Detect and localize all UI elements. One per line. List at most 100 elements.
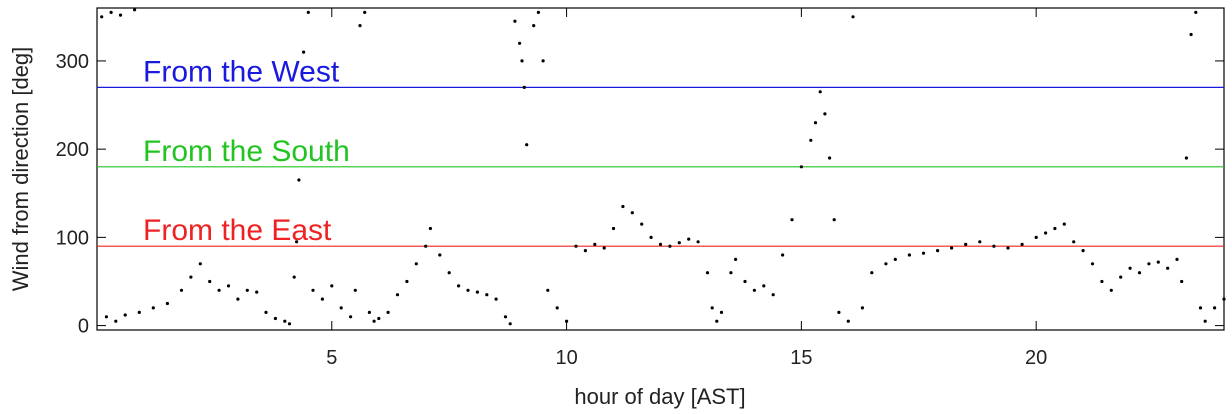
data-point [621, 204, 625, 209]
x-tick-label: 20 [1025, 347, 1047, 369]
data-point [1194, 10, 1198, 14]
data-point [921, 251, 926, 255]
data-point [729, 271, 733, 275]
data-point [1189, 32, 1193, 37]
data-point [302, 50, 306, 54]
x-axis-title: hour of day [AST] [574, 384, 745, 409]
data-point [1203, 319, 1207, 323]
reference-line-label: From the West [143, 55, 340, 88]
data-point [532, 24, 536, 28]
data-point [574, 244, 578, 248]
data-point [936, 249, 940, 253]
data-point [520, 59, 524, 63]
data-point [424, 244, 428, 248]
data-points [100, 8, 1226, 326]
data-point [1184, 156, 1188, 160]
data-point [320, 297, 324, 301]
y-tick-label: 100 [56, 227, 89, 249]
data-point [255, 290, 259, 294]
data-point [870, 271, 874, 275]
data-point [438, 253, 442, 257]
data-point [1119, 275, 1123, 279]
data-point [790, 218, 794, 222]
data-point [104, 315, 108, 319]
data-point [640, 222, 644, 226]
x-tick-label: 10 [555, 347, 577, 369]
data-point [1090, 262, 1095, 266]
data-point [602, 246, 606, 250]
data-point [217, 288, 221, 292]
data-point [475, 290, 479, 294]
reference-line-label: From the South [143, 135, 350, 168]
data-point [1006, 246, 1010, 250]
data-point [367, 310, 371, 314]
data-point [1044, 231, 1048, 235]
data-point [283, 319, 287, 323]
data-point [541, 59, 545, 63]
data-point [1156, 260, 1160, 264]
data-point [245, 288, 249, 292]
data-point [165, 301, 169, 306]
data-point [978, 240, 982, 244]
data-point [339, 306, 343, 310]
data-point [781, 253, 785, 257]
y-axis-title: Wind from direction [deg] [8, 47, 33, 292]
y-tick-label: 0 [78, 316, 89, 338]
data-point [583, 249, 588, 253]
data-point [198, 262, 202, 266]
data-point [1109, 288, 1113, 292]
data-point [1053, 226, 1057, 231]
data-point [658, 242, 663, 246]
data-point [349, 315, 353, 319]
data-point [593, 242, 597, 246]
data-point [295, 240, 299, 244]
data-point [719, 310, 724, 314]
data-point [447, 271, 451, 275]
data-point [799, 165, 804, 169]
data-point [118, 13, 123, 17]
data-point [884, 262, 888, 266]
data-point [715, 319, 719, 323]
data-point [264, 310, 268, 314]
data-point [1175, 257, 1179, 261]
data-point [363, 10, 367, 14]
data-point [1034, 235, 1038, 239]
reference-lines: From the West From the South From the East [97, 55, 1224, 247]
data-point [1100, 279, 1104, 284]
data-point [743, 279, 747, 284]
data-point [668, 244, 672, 248]
data-point [823, 112, 827, 116]
data-point [109, 10, 113, 14]
data-point [992, 244, 996, 248]
data-point [536, 10, 541, 14]
data-point [611, 226, 616, 231]
data-point [1222, 297, 1226, 301]
data-point [377, 316, 381, 321]
data-point [907, 253, 912, 257]
reference-line-label: From the East [143, 214, 332, 247]
data-point [353, 288, 357, 292]
data-point [297, 178, 301, 182]
data-point [292, 275, 296, 279]
data-point [546, 288, 550, 292]
data-point [851, 15, 855, 19]
data-point [330, 284, 334, 288]
data-point [1128, 266, 1132, 270]
data-point [1198, 306, 1203, 310]
data-point [1072, 240, 1076, 244]
data-point [1213, 306, 1217, 310]
data-point [311, 288, 315, 292]
data-point [762, 284, 766, 288]
data-point [485, 293, 489, 297]
data-point [306, 10, 310, 14]
data-point [1147, 262, 1151, 266]
data-point [518, 41, 522, 45]
data-point [405, 279, 409, 284]
x-tick-label: 15 [790, 347, 812, 369]
data-point [508, 322, 512, 326]
data-point [705, 271, 710, 275]
data-point [846, 319, 850, 323]
data-point [123, 313, 127, 317]
x-tick-label: 5 [326, 347, 337, 369]
